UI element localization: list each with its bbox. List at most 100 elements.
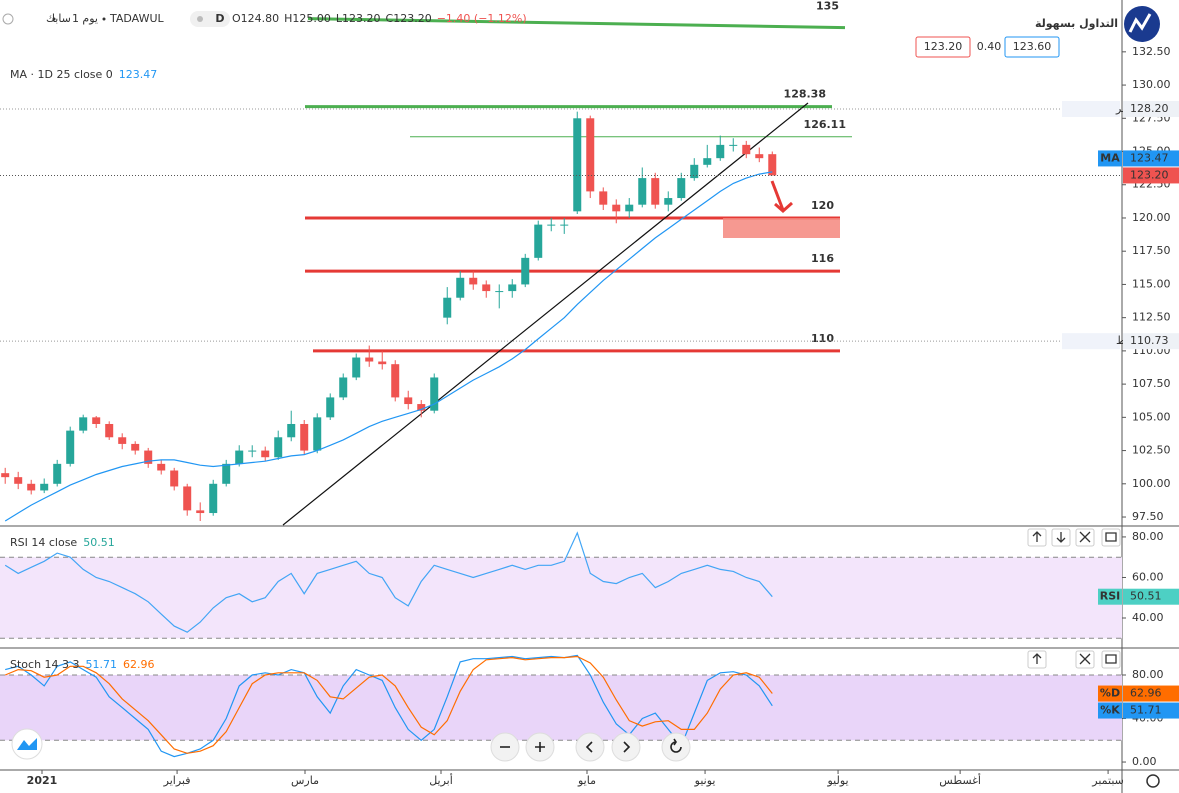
y-tick-label: 130.00 (1132, 78, 1171, 91)
nav-icon (623, 741, 631, 753)
y-tick-label: 117.50 (1132, 244, 1171, 257)
candle-body (222, 463, 231, 484)
candle-body (430, 377, 439, 411)
candle-body (716, 144, 725, 159)
candle-body (365, 357, 374, 362)
sell-price: 123.20 (924, 40, 963, 53)
nav-icon (670, 738, 682, 753)
candle-body (404, 397, 413, 405)
logo-mark (1128, 13, 1152, 33)
candle-body (417, 404, 426, 411)
candle-body (248, 450, 257, 452)
pane-button-icon (1105, 654, 1117, 664)
candle-body (131, 443, 140, 451)
candle-body (40, 483, 49, 491)
x-tick-label: مارس (291, 774, 319, 787)
y-tick-label: 105.00 (1132, 410, 1171, 423)
y-tick-label: 40.00 (1132, 611, 1164, 624)
candle-body (170, 470, 179, 487)
axis-name-box (1098, 702, 1122, 719)
candle-body (144, 450, 153, 464)
axis-name: RSI (1100, 590, 1121, 603)
candle-body (14, 477, 23, 484)
axis-value: 123.47 (1130, 151, 1169, 164)
level-label: 116 (811, 252, 834, 265)
candle-body (196, 510, 205, 514)
candle-body (534, 224, 543, 258)
trend-line (282, 102, 809, 526)
axis-name-box (1098, 588, 1122, 605)
ohlc-value: H125.00 (284, 12, 331, 25)
candle-body (755, 154, 764, 159)
ohlc: O124.80 H125.00 L123.20 C123.20 −1.40 (−1.12… (232, 12, 527, 25)
series-line (4, 531, 773, 633)
y-tick-label: 100.00 (1132, 477, 1171, 490)
status-badge-bg (190, 11, 230, 27)
candle-body (443, 297, 452, 318)
indicator-label: RSI 14 close (10, 536, 77, 549)
candle-body (495, 291, 504, 293)
candle-body (352, 357, 361, 378)
candle-body (209, 483, 218, 514)
indicator-label: Stoch 14 3 3 (10, 658, 80, 671)
nav-icon (535, 742, 545, 752)
candle-body (469, 277, 478, 285)
axis-value: 123.20 (1130, 168, 1169, 181)
level-label: 135 (816, 0, 839, 13)
nav-button[interactable] (661, 732, 691, 762)
candle-body (157, 463, 166, 471)
candle-body (261, 450, 270, 458)
spread: 0.40 (977, 40, 1002, 53)
marker-value: 110.73 (1130, 334, 1169, 347)
buy-box[interactable] (1004, 36, 1060, 58)
series-line (5, 654, 773, 758)
level-label: 126.11 (804, 118, 846, 131)
settings-icon[interactable] (1146, 774, 1160, 788)
candle-body (66, 430, 75, 464)
nav-button[interactable] (575, 732, 605, 762)
logo-text: التداول بسهولة (1035, 17, 1118, 30)
y-tick-label: 80.00 (1132, 530, 1164, 543)
sep (102, 17, 106, 21)
marker-name-box (1062, 333, 1120, 350)
sell-box[interactable] (915, 36, 971, 58)
target-zone (723, 218, 840, 238)
indicator-value: 51.71 (86, 658, 118, 671)
candle-body (274, 437, 283, 458)
axis-name: %K (1100, 704, 1120, 717)
axis-value: 50.51 (1130, 590, 1162, 603)
candle-body (235, 450, 244, 464)
axis-name: %D (1100, 687, 1120, 700)
candle-body (456, 277, 465, 298)
axis-value: 51.71 (1130, 704, 1162, 717)
ohlc-value: −1.40 (−1.12%) (437, 12, 527, 25)
candle-body (79, 417, 88, 431)
x-tick-label: فبراير (163, 774, 191, 787)
marker-name-box (1062, 100, 1120, 117)
candle-body (339, 377, 348, 398)
buy-price: 123.60 (1013, 40, 1052, 53)
y-tick-label: 107.50 (1132, 377, 1171, 390)
pane-button[interactable] (1101, 650, 1121, 669)
ohlc-value: C123.20 (386, 12, 432, 25)
candle-body (703, 158, 712, 165)
interval: يوم 1 (72, 12, 98, 25)
candle-body (586, 118, 595, 192)
axis-name: MA (1100, 151, 1120, 164)
candle-body (573, 118, 582, 212)
candle-body (664, 198, 673, 205)
candle-body (599, 191, 608, 205)
candle-body (1, 473, 10, 478)
axis-value: 62.96 (1130, 687, 1162, 700)
x-tick-label: أبريل (429, 773, 453, 787)
candle-body (742, 144, 751, 155)
candle-body (560, 224, 569, 226)
indicator-legend: MA · 1D 25 close 0 123.47 (10, 68, 157, 81)
axis-box (1123, 685, 1179, 702)
ohlc-value: O124.80 (232, 12, 279, 25)
nav-button[interactable] (611, 732, 641, 762)
series-line (4, 655, 773, 754)
pane-button[interactable] (1101, 528, 1121, 547)
